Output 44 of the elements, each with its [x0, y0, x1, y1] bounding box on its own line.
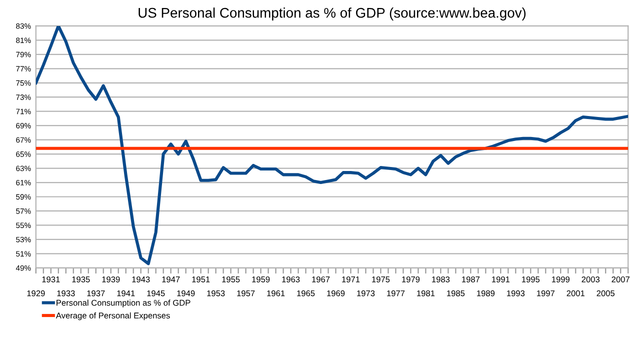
x-tick-label: 1997: [537, 290, 555, 296]
x-tick-label: 1969: [327, 290, 345, 296]
x-tick-label: 1939: [102, 276, 120, 282]
x-tick-label: 1977: [387, 290, 405, 296]
x-tick-label: 1937: [87, 290, 105, 296]
x-tick-label: 1961: [267, 290, 285, 296]
x-tick-label: 1991: [492, 276, 510, 282]
x-tick-label: 1953: [207, 290, 225, 296]
x-tick-label: 1983: [432, 276, 450, 282]
x-tick-label: 1967: [312, 276, 330, 282]
x-tick-label: 1963: [282, 276, 300, 282]
x-tick-label: 2001: [566, 290, 584, 296]
x-tick-label: 1999: [552, 276, 570, 282]
x-tick-label: 1945: [147, 290, 165, 296]
x-tick-label: 1943: [132, 276, 150, 282]
chart-title: US Personal Consumption as % of GDP (source:www.bea.gov): [138, 8, 526, 20]
line-series: [36, 26, 628, 266]
x-tick-label: 1959: [252, 276, 270, 282]
x-tick-label: 1931: [42, 276, 60, 282]
x-tick-label: 1929: [27, 290, 45, 296]
x-tick-label: 1971: [342, 276, 360, 282]
x-tick-label: 1973: [357, 290, 375, 296]
x-tick-label: 1987: [462, 276, 480, 282]
x-tick-label: 2007: [612, 276, 630, 282]
x-tick-label: 1935: [72, 276, 90, 282]
legend-label: Personal Consumption as % of GDP: [56, 300, 190, 308]
x-tick-label: 1993: [507, 290, 525, 296]
x-tick-label: 1955: [222, 276, 240, 282]
x-tick-label: 1949: [177, 290, 195, 296]
x-tick-label: 1989: [477, 290, 495, 296]
x-tick-label: 1957: [237, 290, 255, 296]
x-tick-label: 1979: [402, 276, 420, 282]
x-tick-label: 1951: [192, 276, 210, 282]
x-tick-label: 2003: [582, 276, 600, 282]
legend-label: Average of Personal Expenses: [56, 312, 170, 320]
x-tick-label: 1947: [162, 276, 180, 282]
x-tick-label: 1985: [447, 290, 465, 296]
x-tick-label: 1995: [522, 276, 540, 282]
x-tick-label: 1965: [297, 290, 315, 296]
x-tick-label: 1981: [417, 290, 435, 296]
x-tick-label: 1933: [57, 290, 75, 296]
x-tick-label: 1975: [372, 276, 390, 282]
x-tick-label: 1941: [117, 290, 135, 296]
x-tick-label: 2005: [596, 290, 615, 296]
